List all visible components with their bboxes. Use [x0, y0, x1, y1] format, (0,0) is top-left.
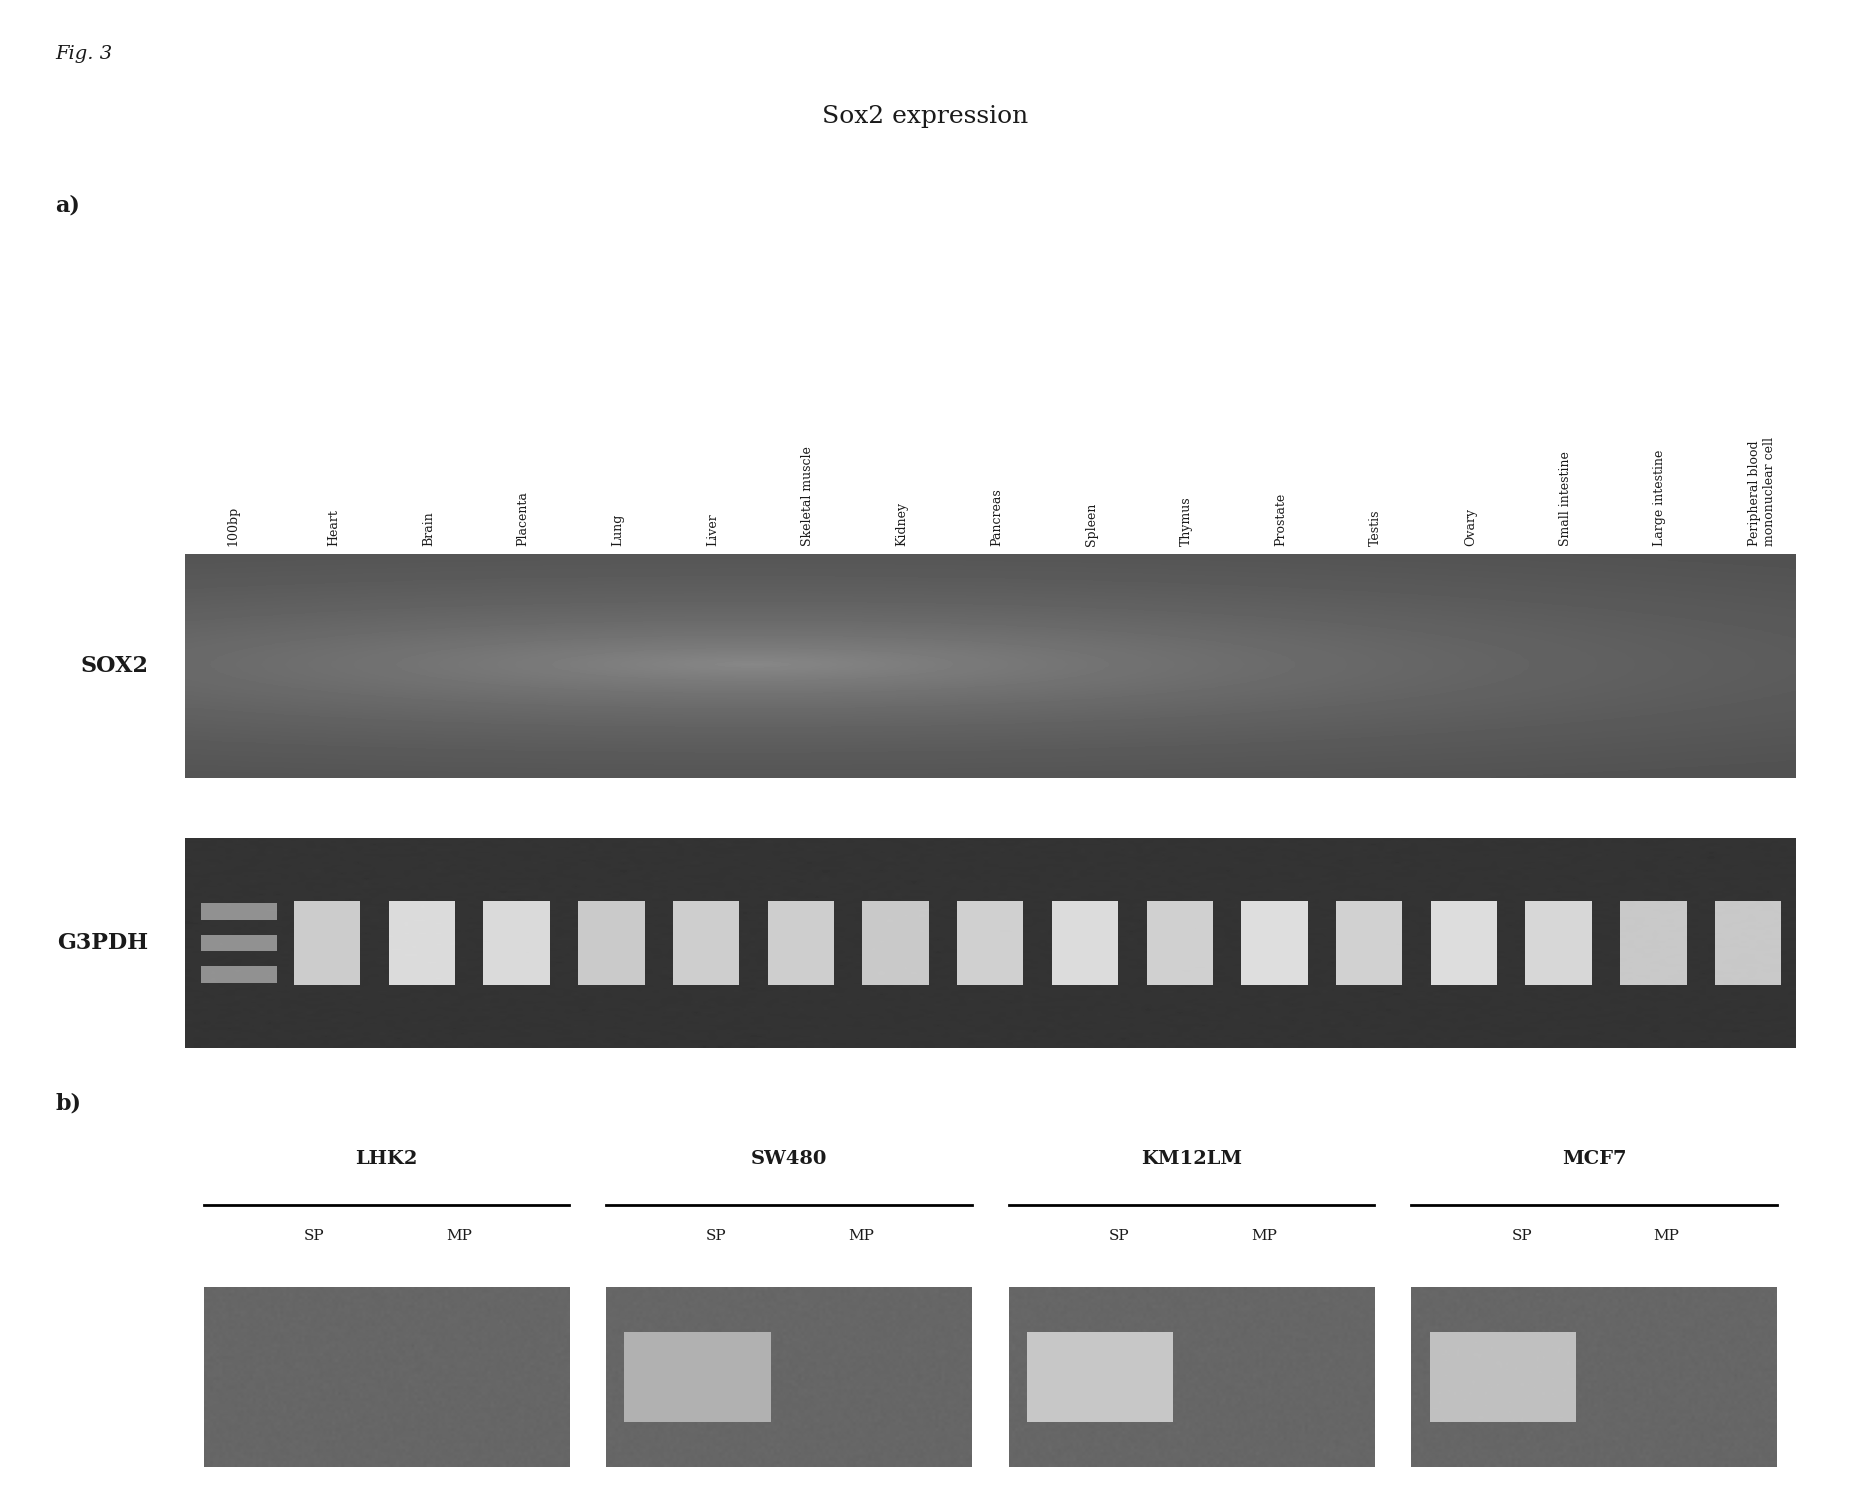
Bar [483, 901, 550, 985]
Text: MP: MP [446, 1229, 472, 1243]
Bar [389, 901, 455, 985]
Bar [768, 901, 835, 985]
Bar [202, 903, 278, 921]
Text: KM12LM: KM12LM [1140, 1150, 1242, 1168]
Text: LHK2: LHK2 [355, 1150, 418, 1168]
Bar [1429, 1332, 1575, 1422]
Text: Fig. 3: Fig. 3 [56, 45, 113, 63]
Text: b): b) [56, 1093, 81, 1115]
Bar [578, 901, 644, 985]
Text: SOX2: SOX2 [80, 656, 148, 677]
Text: Placenta: Placenta [516, 491, 529, 546]
Bar [202, 934, 278, 952]
Text: SP: SP [1109, 1229, 1129, 1243]
Bar [1525, 901, 1592, 985]
Bar [1431, 901, 1497, 985]
Bar [1336, 901, 1403, 985]
Text: SP: SP [1512, 1229, 1533, 1243]
Bar [957, 901, 1024, 985]
Text: Heart: Heart [328, 509, 341, 546]
Bar [202, 966, 278, 984]
Bar [1051, 901, 1118, 985]
Text: Large intestine: Large intestine [1653, 451, 1666, 546]
Text: Peripheral blood
mononuclear cell: Peripheral blood mononuclear cell [1747, 437, 1777, 546]
Text: Skeletal muscle: Skeletal muscle [801, 446, 814, 546]
Text: Prostate: Prostate [1275, 493, 1288, 546]
Text: Brain: Brain [422, 512, 435, 546]
Text: MCF7: MCF7 [1562, 1150, 1627, 1168]
Text: SP: SP [304, 1229, 324, 1243]
Bar [1620, 901, 1686, 985]
Text: Liver: Liver [705, 513, 718, 546]
Bar [294, 901, 361, 985]
Bar [1714, 901, 1781, 985]
Bar [624, 1332, 770, 1422]
Text: Ovary: Ovary [1464, 509, 1477, 546]
Text: Lung: Lung [611, 513, 624, 546]
Text: MP: MP [848, 1229, 874, 1243]
Text: G3PDH: G3PDH [57, 933, 148, 954]
Bar [1027, 1332, 1174, 1422]
Text: 100bp: 100bp [226, 506, 239, 546]
Text: a): a) [56, 195, 80, 217]
Text: MP: MP [1251, 1229, 1277, 1243]
Text: Thymus: Thymus [1179, 497, 1192, 546]
Text: Small intestine: Small intestine [1559, 452, 1571, 546]
Text: SW480: SW480 [752, 1150, 827, 1168]
Text: Testis: Testis [1370, 510, 1383, 546]
Text: Kidney: Kidney [896, 503, 909, 546]
Bar [1242, 901, 1307, 985]
Bar [674, 901, 739, 985]
Bar [1146, 901, 1212, 985]
Text: Spleen: Spleen [1085, 503, 1098, 546]
Bar [863, 901, 929, 985]
Text: MP: MP [1653, 1229, 1679, 1243]
Text: Pancreas: Pancreas [990, 488, 1003, 546]
Text: Sox2 expression: Sox2 expression [822, 105, 1029, 127]
Text: SP: SP [707, 1229, 727, 1243]
